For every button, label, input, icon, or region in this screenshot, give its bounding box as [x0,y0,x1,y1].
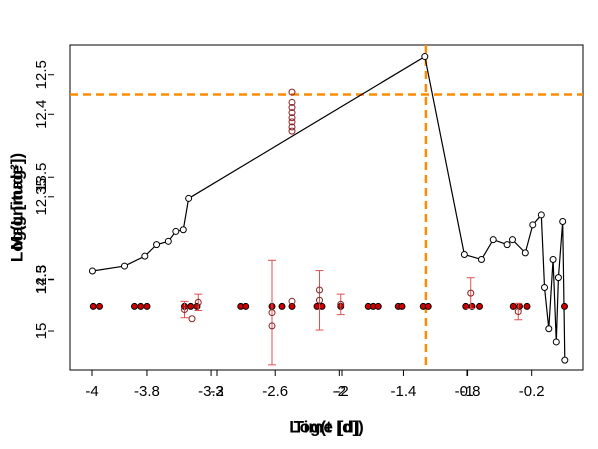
x-tick-label: -3.8 [134,383,160,400]
y-tick-label: 12.35 [33,178,50,216]
data-point [521,249,529,257]
data-point [288,114,296,122]
x-tick-label: -2 [333,383,346,400]
data-point [554,274,562,282]
y-tick-label: 12.5 [33,60,50,89]
data-point [523,302,531,310]
data-point [508,236,516,244]
data-point [288,127,296,135]
plot-frame [69,44,584,371]
data-point [477,255,485,263]
data-point [179,226,187,234]
data-point [194,298,202,306]
data-point [541,284,549,292]
data-point [131,302,138,310]
data-point [288,98,296,106]
data-point [489,236,497,244]
data-point [89,302,97,310]
data-point [467,289,475,297]
data-point [552,338,560,346]
data-point [561,302,568,310]
x-tick-label: -1 [460,383,473,400]
data-point [529,221,537,229]
data-point [187,302,195,310]
data-point [509,302,517,310]
x-tick-label: -2 [335,383,348,400]
y-axis-label: Log(L [mag²]) [7,153,26,262]
data-point [514,308,522,316]
x-tick-label: -0.8 [455,383,481,400]
data-point [421,53,429,61]
data-point [476,302,483,310]
y-tick-label: 12.3 [33,265,50,294]
data-point [316,296,323,304]
data-point [143,302,151,310]
data-point [288,302,296,310]
data-point [288,123,296,131]
data-point [278,302,286,310]
data-point [503,241,511,249]
data-point [288,88,296,96]
x-tick-label: -4 [85,383,98,400]
data-point [288,297,296,305]
data-point [153,241,161,249]
data-point [460,251,468,259]
y-tick-label: 12.4 [33,100,50,129]
data-point [185,194,193,202]
data-point [268,309,276,317]
x-axis-label: Time [d] [294,417,360,436]
data-point [141,252,149,260]
y-tick-label: 14.5 [33,265,50,294]
x-tick-label: -2.6 [262,383,288,400]
data-point [137,302,145,310]
data-point [559,218,567,226]
x-tick-label: -3 [210,383,223,400]
x-tick-label: -1.4 [391,383,417,400]
data-point [374,302,382,310]
data-point [288,118,296,126]
x-axis-label: Log(t [d]) [289,417,364,436]
y-tick-label: 13.5 [33,163,50,192]
data-point [88,267,96,275]
data-line [92,55,566,361]
x-tick-label: -3.2 [198,383,224,400]
data-point [398,302,406,310]
y-tick-label: 15 [33,323,50,340]
data-point [288,109,296,117]
y-axis-label: Magnitude [7,165,26,250]
data-point [268,322,276,330]
data-point [549,255,557,263]
data-point [121,262,129,270]
data-point [96,302,103,310]
data-point [164,237,172,245]
data-point [537,211,545,219]
data-point [561,356,569,364]
data-point [545,325,553,333]
data-point [193,302,201,310]
data-point [242,302,250,310]
data-point [424,302,432,310]
data-point [181,306,188,314]
data-point [188,315,196,323]
x-tick-label: -0.2 [519,383,545,400]
data-point [288,104,296,112]
data-point [337,300,345,308]
data-point [316,286,323,294]
data-point [172,227,180,235]
